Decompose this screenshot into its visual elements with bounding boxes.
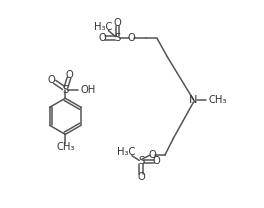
Text: O: O — [48, 75, 55, 85]
Text: S: S — [62, 85, 68, 95]
Text: H₃C: H₃C — [117, 147, 136, 157]
Text: OH: OH — [81, 85, 96, 95]
Text: O: O — [98, 33, 106, 43]
Text: O: O — [65, 70, 73, 80]
Text: CH₃: CH₃ — [209, 95, 227, 105]
Text: S: S — [115, 33, 121, 43]
Text: O: O — [128, 33, 135, 43]
Text: O: O — [114, 18, 121, 28]
Text: S: S — [138, 156, 144, 166]
Text: O: O — [153, 156, 161, 166]
Text: N: N — [189, 95, 198, 105]
Text: H₃C: H₃C — [94, 22, 112, 32]
Text: O: O — [148, 150, 156, 160]
Text: CH₃: CH₃ — [56, 142, 74, 152]
Text: O: O — [137, 172, 145, 182]
